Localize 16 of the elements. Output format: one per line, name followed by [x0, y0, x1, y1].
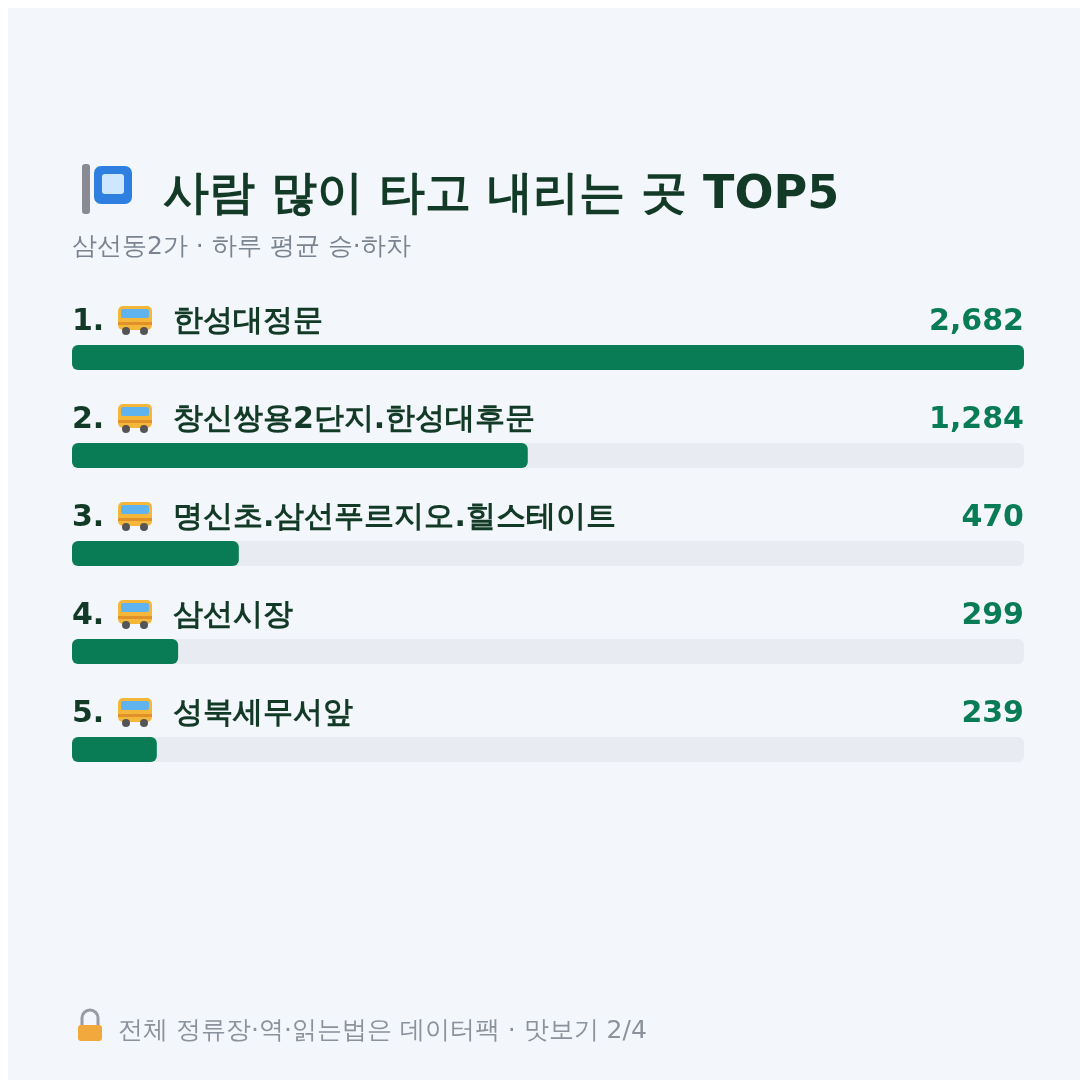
- chart-title: 사람 많이 타고 내리는 곳 TOP5: [163, 165, 840, 219]
- data-label: 299: [961, 596, 1024, 631]
- data-label: 470: [961, 498, 1024, 533]
- text: 전체 정류장·역·읽는법은 데이터팩 · 맛보기 2/4: [118, 1015, 647, 1044]
- data-label: 1,284: [929, 400, 1024, 435]
- bar: [72, 737, 157, 762]
- data-label: 239: [961, 694, 1024, 729]
- category-label: 3. 명신초.삼선푸르지오.힐스테이트: [72, 498, 616, 533]
- chart-subtitle: 삼선동2가 · 하루 평균 승·하차: [72, 231, 411, 260]
- category-label: 1. 한성대정문: [72, 302, 323, 337]
- bar: [72, 541, 239, 566]
- bar: [72, 639, 179, 664]
- category-label: 5. 성북세무서앞: [72, 694, 353, 729]
- category-label: 4. 삼선시장: [72, 596, 293, 631]
- category-label: 2. 창신쌍용2단지.한성대후문: [72, 400, 536, 435]
- data-label: 2,682: [929, 302, 1024, 337]
